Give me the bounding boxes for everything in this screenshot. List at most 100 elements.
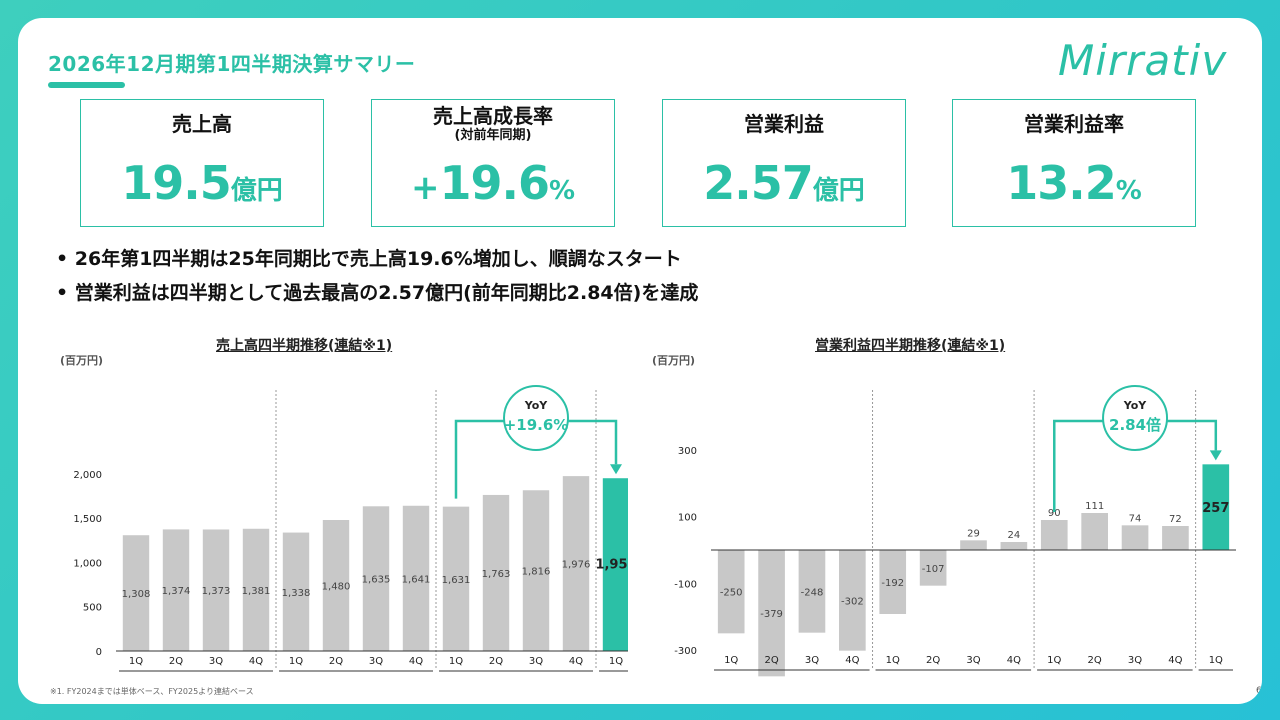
data-label: 72	[1169, 514, 1182, 525]
data-label: -248	[801, 587, 824, 598]
bar	[522, 490, 550, 651]
x-tick-label: 4Q	[409, 656, 423, 667]
bar	[717, 550, 745, 634]
x-tick-label: 2Q	[764, 655, 778, 666]
data-label: -379	[760, 609, 783, 620]
kpi-value: 2.57億円	[703, 156, 865, 210]
x-tick-label: 1Q	[886, 655, 900, 666]
callout-arrowhead	[1209, 450, 1222, 461]
bar	[162, 529, 190, 651]
y-tick-label: 1,000	[73, 558, 102, 569]
x-tick-label: 1Q	[289, 656, 303, 667]
kpi-sublabel: (対前年同期)	[454, 128, 532, 143]
bar	[879, 550, 907, 614]
y-tick-label: 500	[83, 603, 102, 614]
kpi-card-revenue: 売上高 19.5億円	[80, 99, 324, 227]
data-label: 1,373	[202, 586, 231, 597]
kpi-card-operating-margin: 営業利益率 13.2%	[952, 99, 1196, 227]
callout-value: 2.84倍	[1109, 416, 1161, 434]
y-tick-label: -100	[674, 579, 697, 590]
revenue-chart-title: 売上高四半期推移(連結※1)	[216, 338, 393, 354]
bar	[562, 476, 590, 651]
x-tick-label: 2Q	[1088, 655, 1102, 666]
summary-bullets: 26年第1四半期は25年同期比で売上高19.6%増加し、順調なスタート 営業利益…	[56, 242, 699, 310]
y-tick-label: -300	[674, 646, 697, 657]
data-label: 24	[1008, 530, 1021, 541]
bar	[798, 550, 826, 633]
bar	[1081, 513, 1108, 550]
callout-arrowhead	[610, 464, 622, 475]
data-label: 1,308	[122, 589, 151, 600]
y-tick-label: 1,500	[73, 514, 102, 525]
kpi-label: 営業利益	[744, 112, 824, 136]
x-tick-label: 1Q	[449, 656, 463, 667]
slide: 2026年12月期第1四半期決算サマリー Mirrativ 売上高 19.5億円…	[18, 18, 1262, 704]
data-label: -250	[720, 588, 743, 599]
x-tick-label: 1Q	[1209, 655, 1223, 666]
bar	[758, 550, 785, 677]
kpi-value: 13.2%	[1006, 156, 1142, 210]
x-tick-label: 1Q	[1047, 655, 1061, 666]
callout-label: YoY	[524, 399, 549, 412]
bar	[362, 506, 390, 651]
y-tick-label: 100	[678, 513, 697, 524]
profit-chart: -300 -100 100 300 -250 -379 -248 -302 -192 -107 29…	[674, 385, 1236, 678]
bar	[1121, 525, 1149, 550]
revenue-chart: 0 500 1,000 1,500 2,000 1,308 1,374 1,373 1,381 1…	[73, 385, 628, 672]
data-label: 1,816	[522, 567, 551, 578]
bar	[242, 528, 270, 651]
data-label: 1,338	[282, 588, 311, 599]
x-tick-label: 4Q	[845, 655, 859, 666]
data-label: 1,374	[162, 586, 191, 597]
data-label: 1,381	[242, 586, 271, 597]
kpi-card-operating-profit: 営業利益 2.57億円	[662, 99, 906, 227]
y-tick-label: 300	[678, 446, 697, 457]
data-label: 257	[1202, 501, 1229, 516]
data-label: 1,641	[402, 574, 431, 585]
x-tick-label: 4Q	[1007, 655, 1021, 666]
profit-chart-title: 営業利益四半期推移(連結※1)	[815, 338, 1006, 354]
x-tick-label: 3Q	[805, 655, 819, 666]
title-underline	[48, 82, 125, 88]
data-label: 111	[1085, 501, 1104, 512]
kpi-label: 売上高	[172, 112, 232, 136]
data-label: 1,631	[442, 575, 471, 586]
data-label: 74	[1129, 513, 1142, 524]
x-tick-label: 4Q	[249, 656, 263, 667]
data-label: -107	[922, 564, 945, 575]
x-tick-label: 2Q	[329, 656, 343, 667]
bar	[402, 505, 430, 651]
bullet-item: 26年第1四半期は25年同期比で売上高19.6%増加し、順調なスタート	[56, 242, 698, 276]
x-tick-label: 3Q	[1128, 655, 1142, 666]
x-tick-label: 1Q	[609, 656, 623, 667]
mirrativ-logo: Mirrativ	[1058, 36, 1228, 85]
x-tick-label: 3Q	[529, 656, 543, 667]
bar	[442, 506, 470, 651]
x-tick-label: 4Q	[569, 656, 583, 667]
kpi-label: 売上高成長率	[433, 104, 553, 128]
bar	[839, 550, 866, 651]
group-label: FY2026	[1195, 677, 1236, 678]
x-tick-label: 2Q	[169, 656, 183, 667]
data-label: 1,763	[482, 569, 511, 580]
bar	[282, 532, 310, 651]
callout-circle	[1102, 385, 1169, 451]
data-label: -302	[841, 596, 864, 607]
x-tick-label: 1Q	[724, 655, 738, 666]
x-tick-label: 1Q	[129, 656, 143, 667]
x-tick-label: 2Q	[489, 656, 503, 667]
y-tick-label: 2,000	[73, 470, 102, 481]
kpi-value: +19.6%	[410, 156, 576, 210]
revenue-unit-label: (百万円)	[60, 354, 104, 367]
data-label: 1,952	[595, 558, 628, 573]
page-title: 2026年12月期第1四半期決算サマリー	[48, 52, 416, 76]
x-tick-label: 2Q	[926, 655, 940, 666]
x-tick-label: 4Q	[1168, 655, 1182, 666]
bullet-item: 営業利益は四半期として過去最高の2.57億円(前年同期比2.84倍)を達成	[56, 276, 699, 310]
y-tick-label: 0	[96, 647, 102, 658]
page-number: 6	[1256, 686, 1262, 696]
x-tick-label: 3Q	[369, 656, 383, 667]
callout-circle	[503, 385, 569, 451]
bar	[1040, 520, 1068, 550]
bar	[1000, 542, 1028, 550]
